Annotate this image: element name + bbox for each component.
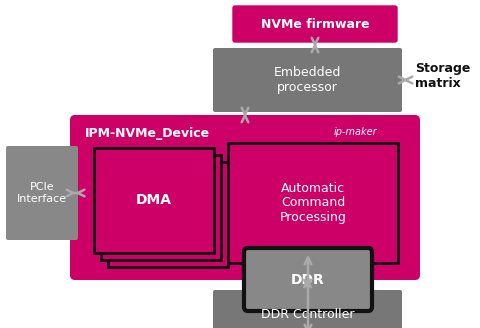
FancyBboxPatch shape [70, 115, 420, 280]
FancyBboxPatch shape [233, 6, 397, 42]
Text: Automatic
Command
Processing: Automatic Command Processing [279, 181, 347, 224]
FancyBboxPatch shape [213, 48, 402, 112]
Text: Storage
matrix: Storage matrix [415, 62, 470, 90]
FancyBboxPatch shape [101, 155, 221, 260]
FancyBboxPatch shape [213, 290, 402, 328]
FancyBboxPatch shape [6, 146, 78, 240]
FancyBboxPatch shape [108, 162, 228, 267]
Text: DDR Controller: DDR Controller [261, 308, 354, 321]
Text: Embedded
processor: Embedded processor [274, 66, 341, 94]
FancyBboxPatch shape [228, 143, 398, 263]
FancyBboxPatch shape [94, 148, 214, 253]
Text: PCIe
Interface: PCIe Interface [17, 182, 67, 204]
Text: NVMe firmware: NVMe firmware [261, 17, 369, 31]
Text: DDR: DDR [291, 273, 325, 286]
Text: IPM-NVMe_Device: IPM-NVMe_Device [85, 128, 210, 140]
Text: DMA: DMA [136, 194, 172, 208]
Text: ip-maker: ip-maker [333, 127, 377, 137]
FancyBboxPatch shape [244, 248, 372, 311]
